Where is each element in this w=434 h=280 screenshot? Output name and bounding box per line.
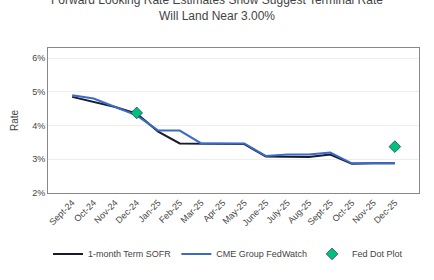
svg-text:Sept-24: Sept-24 <box>47 198 76 227</box>
svg-text:6%: 6% <box>32 53 45 63</box>
svg-text:1-month Term SOFR: 1-month Term SOFR <box>88 249 171 259</box>
svg-text:Jan-25: Jan-25 <box>136 198 163 225</box>
svg-text:4%: 4% <box>32 121 45 131</box>
svg-text:July-25: July-25 <box>264 198 292 226</box>
svg-text:Nov-25: Nov-25 <box>350 198 378 226</box>
svg-text:Oct-24: Oct-24 <box>72 198 98 224</box>
svg-text:June-25: June-25 <box>240 198 270 228</box>
svg-text:Feb-25: Feb-25 <box>157 198 184 225</box>
svg-text:5%: 5% <box>32 87 45 97</box>
svg-text:Aug-25: Aug-25 <box>286 198 314 226</box>
svg-text:Mar-25: Mar-25 <box>179 198 206 225</box>
svg-text:Dec-25: Dec-25 <box>372 198 400 226</box>
svg-text:May-25: May-25 <box>221 198 249 226</box>
svg-text:Rate: Rate <box>9 110 20 132</box>
svg-text:Apr-25: Apr-25 <box>201 198 227 224</box>
svg-text:Forward Looking Rate Estimates: Forward Looking Rate Estimates Show Sugg… <box>51 0 383 23</box>
svg-text:2%: 2% <box>32 188 45 198</box>
svg-text:Nov-24: Nov-24 <box>92 198 120 226</box>
svg-text:CME Group FedWatch: CME Group FedWatch <box>216 249 307 259</box>
svg-text:Dec-24: Dec-24 <box>114 198 142 226</box>
svg-text:3%: 3% <box>32 154 45 164</box>
svg-text:Sept-25: Sept-25 <box>306 198 335 227</box>
svg-text:Oct-25: Oct-25 <box>330 198 356 224</box>
svg-text:Fed Dot Plot: Fed Dot Plot <box>352 249 403 259</box>
